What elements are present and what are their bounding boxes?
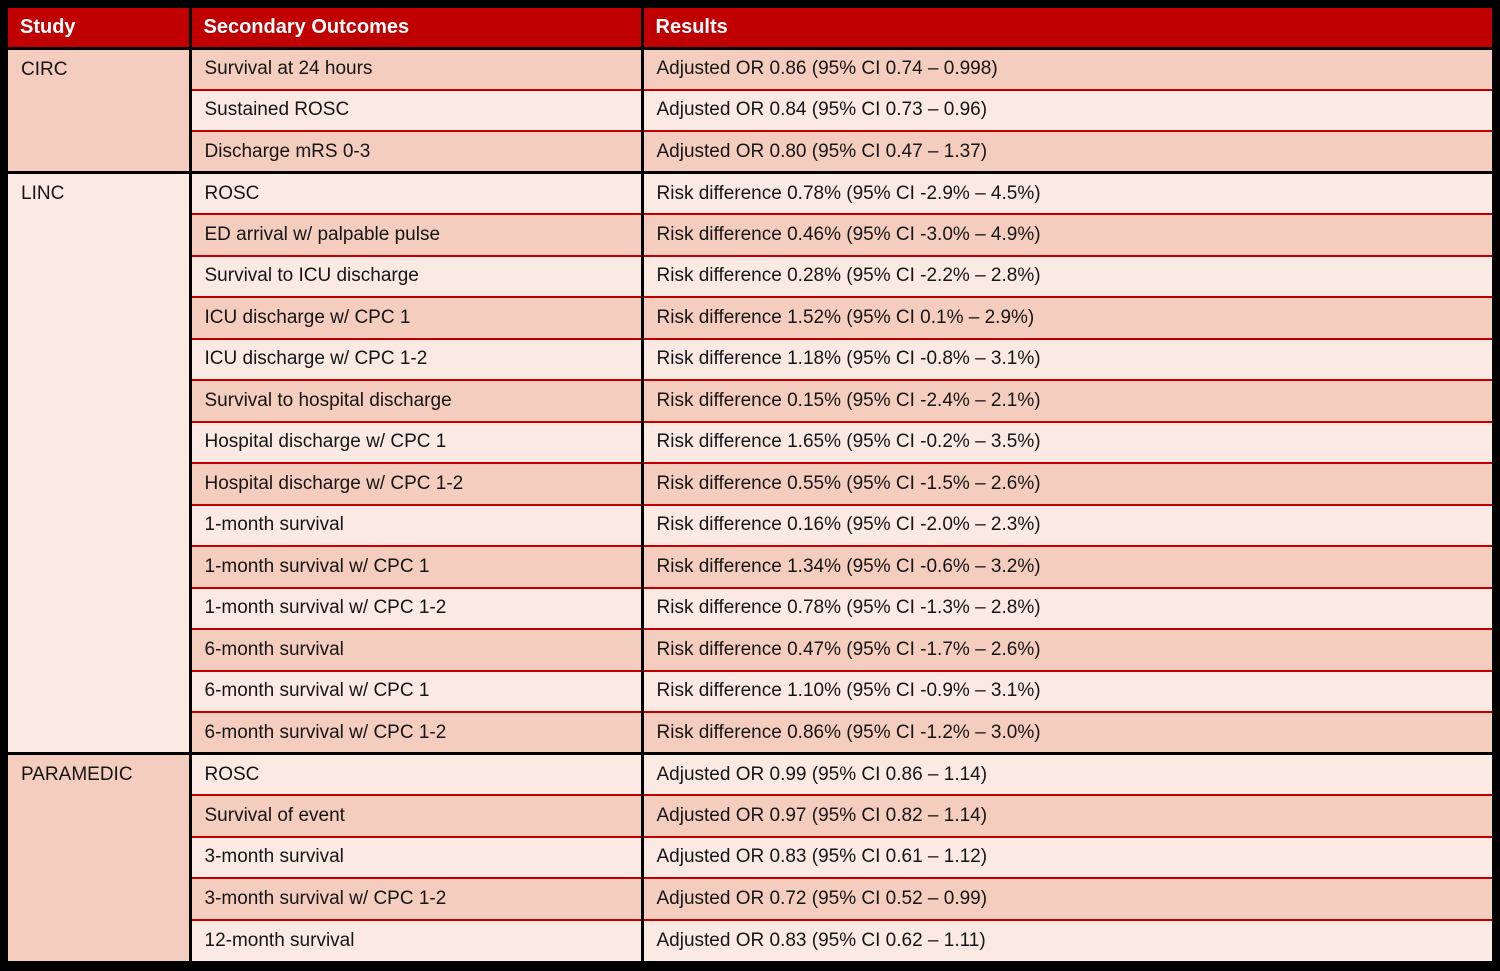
table-row: 6-month survival w/ CPC 1-2 Risk differe…: [8, 711, 1492, 754]
result-cell: Risk difference 0.16% (95% CI -2.0% – 2.…: [640, 503, 1492, 546]
table-row: LINC ROSC Risk difference 0.78% (95% CI …: [8, 171, 1492, 754]
table-row: 1-month survival w/ CPC 1-2 Risk differe…: [8, 586, 1492, 629]
table-row: 1-month survival Risk difference 0.16% (…: [8, 503, 1492, 546]
study-cell-paramedic: PARAMEDIC: [8, 752, 190, 961]
outcome-cell: Survival at 24 hours: [188, 46, 642, 90]
result-cell: Adjusted OR 0.83 (95% CI 0.62 – 1.11): [640, 918, 1492, 961]
outcome-cell: 1-month survival w/ CPC 1-2: [188, 586, 642, 629]
result-cell: Risk difference 0.28% (95% CI -2.2% – 2.…: [640, 254, 1492, 297]
table-row: Hospital discharge w/ CPC 1-2 Risk diffe…: [8, 462, 1492, 505]
table-row: Sustained ROSC Adjusted OR 0.84 (95% CI …: [8, 88, 1492, 131]
outcome-cell: Sustained ROSC: [188, 88, 642, 131]
table-row: Survival of event Adjusted OR 0.97 (95% …: [8, 794, 1492, 837]
outcome-cell: 6-month survival: [188, 628, 642, 671]
result-cell: Adjusted OR 0.80 (95% CI 0.47 – 1.37): [640, 130, 1492, 173]
table-row: 6-month survival w/ CPC 1 Risk differenc…: [8, 669, 1492, 712]
result-cell: Risk difference 1.52% (95% CI 0.1% – 2.9…: [640, 296, 1492, 339]
outcome-cell: Survival of event: [188, 794, 642, 837]
result-cell: Adjusted OR 0.97 (95% CI 0.82 – 1.14): [640, 794, 1492, 837]
table-row: 6-month survival Risk difference 0.47% (…: [8, 628, 1492, 671]
table-row: Survival to ICU discharge Risk differenc…: [8, 254, 1492, 297]
header-row: Study Secondary Outcomes Results: [8, 8, 1492, 50]
study-group-circ: CIRC Survival at 24 hours Adjusted OR 0.…: [8, 46, 1492, 173]
result-cell: Risk difference 0.86% (95% CI -1.2% – 3.…: [640, 711, 1492, 754]
secondary-outcomes-table: Study Secondary Outcomes Results CIRC Su…: [8, 8, 1492, 961]
result-cell: Risk difference 1.18% (95% CI -0.8% – 3.…: [640, 337, 1492, 380]
table-row: ICU discharge w/ CPC 1-2 Risk difference…: [8, 337, 1492, 380]
result-cell: Adjusted OR 0.99 (95% CI 0.86 – 1.14): [640, 752, 1492, 795]
outcome-cell: Hospital discharge w/ CPC 1: [188, 420, 642, 463]
result-cell: Risk difference 0.78% (95% CI -1.3% – 2.…: [640, 586, 1492, 629]
table-row: ED arrival w/ palpable pulse Risk differ…: [8, 213, 1492, 256]
table-row: 12-month survival Adjusted OR 0.83 (95% …: [8, 918, 1492, 961]
outcome-cell: 6-month survival w/ CPC 1-2: [188, 711, 642, 754]
outcome-cell: Survival to hospital discharge: [188, 379, 642, 422]
study-cell-circ: CIRC: [8, 46, 190, 173]
outcome-cell: ICU discharge w/ CPC 1-2: [188, 337, 642, 380]
table-row: Survival to hospital discharge Risk diff…: [8, 379, 1492, 422]
table-row: PARAMEDIC ROSC Adjusted OR 0.99 (95% CI …: [8, 752, 1492, 961]
table-row: 3-month survival Adjusted OR 0.83 (95% C…: [8, 835, 1492, 878]
outcome-cell: Discharge mRS 0-3: [188, 130, 642, 173]
outcome-cell: 1-month survival w/ CPC 1: [188, 545, 642, 588]
table-row: Discharge mRS 0-3 Adjusted OR 0.80 (95% …: [8, 130, 1492, 173]
study-group-linc: LINC ROSC Risk difference 0.78% (95% CI …: [8, 171, 1492, 754]
outcome-cell: ROSC: [188, 171, 642, 214]
result-cell: Risk difference 0.55% (95% CI -1.5% – 2.…: [640, 462, 1492, 505]
table-row: Hospital discharge w/ CPC 1 Risk differe…: [8, 420, 1492, 463]
table-row: 3-month survival w/ CPC 1-2 Adjusted OR …: [8, 877, 1492, 920]
table-row: CIRC Survival at 24 hours Adjusted OR 0.…: [8, 46, 1492, 173]
outcome-cell: Survival to ICU discharge: [188, 254, 642, 297]
result-cell: Risk difference 1.34% (95% CI -0.6% – 3.…: [640, 545, 1492, 588]
outcome-cell: ROSC: [188, 752, 642, 795]
study-group-paramedic: PARAMEDIC ROSC Adjusted OR 0.99 (95% CI …: [8, 752, 1492, 961]
result-cell: Adjusted OR 0.72 (95% CI 0.52 – 0.99): [640, 877, 1492, 920]
outcome-cell: 12-month survival: [188, 918, 642, 961]
column-header-results: Results: [640, 8, 1492, 50]
column-header-study: Study: [8, 8, 190, 50]
study-cell-linc: LINC: [8, 171, 190, 754]
outcome-cell: ED arrival w/ palpable pulse: [188, 213, 642, 256]
result-cell: Adjusted OR 0.86 (95% CI 0.74 – 0.998): [640, 46, 1492, 90]
result-cell: Risk difference 1.10% (95% CI -0.9% – 3.…: [640, 669, 1492, 712]
table-row: ICU discharge w/ CPC 1 Risk difference 1…: [8, 296, 1492, 339]
result-cell: Risk difference 1.65% (95% CI -0.2% – 3.…: [640, 420, 1492, 463]
result-cell: Risk difference 0.47% (95% CI -1.7% – 2.…: [640, 628, 1492, 671]
result-cell: Risk difference 0.15% (95% CI -2.4% – 2.…: [640, 379, 1492, 422]
outcome-cell: Hospital discharge w/ CPC 1-2: [188, 462, 642, 505]
result-cell: Adjusted OR 0.83 (95% CI 0.61 – 1.12): [640, 835, 1492, 878]
result-cell: Risk difference 0.78% (95% CI -2.9% – 4.…: [640, 171, 1492, 214]
table-row: 1-month survival w/ CPC 1 Risk differenc…: [8, 545, 1492, 588]
outcome-cell: 3-month survival: [188, 835, 642, 878]
outcome-cell: ICU discharge w/ CPC 1: [188, 296, 642, 339]
outcome-cell: 6-month survival w/ CPC 1: [188, 669, 642, 712]
result-cell: Adjusted OR 0.84 (95% CI 0.73 – 0.96): [640, 88, 1492, 131]
column-header-secondary-outcomes: Secondary Outcomes: [188, 8, 642, 50]
outcome-cell: 3-month survival w/ CPC 1-2: [188, 877, 642, 920]
outcome-cell: 1-month survival: [188, 503, 642, 546]
result-cell: Risk difference 0.46% (95% CI -3.0% – 4.…: [640, 213, 1492, 256]
